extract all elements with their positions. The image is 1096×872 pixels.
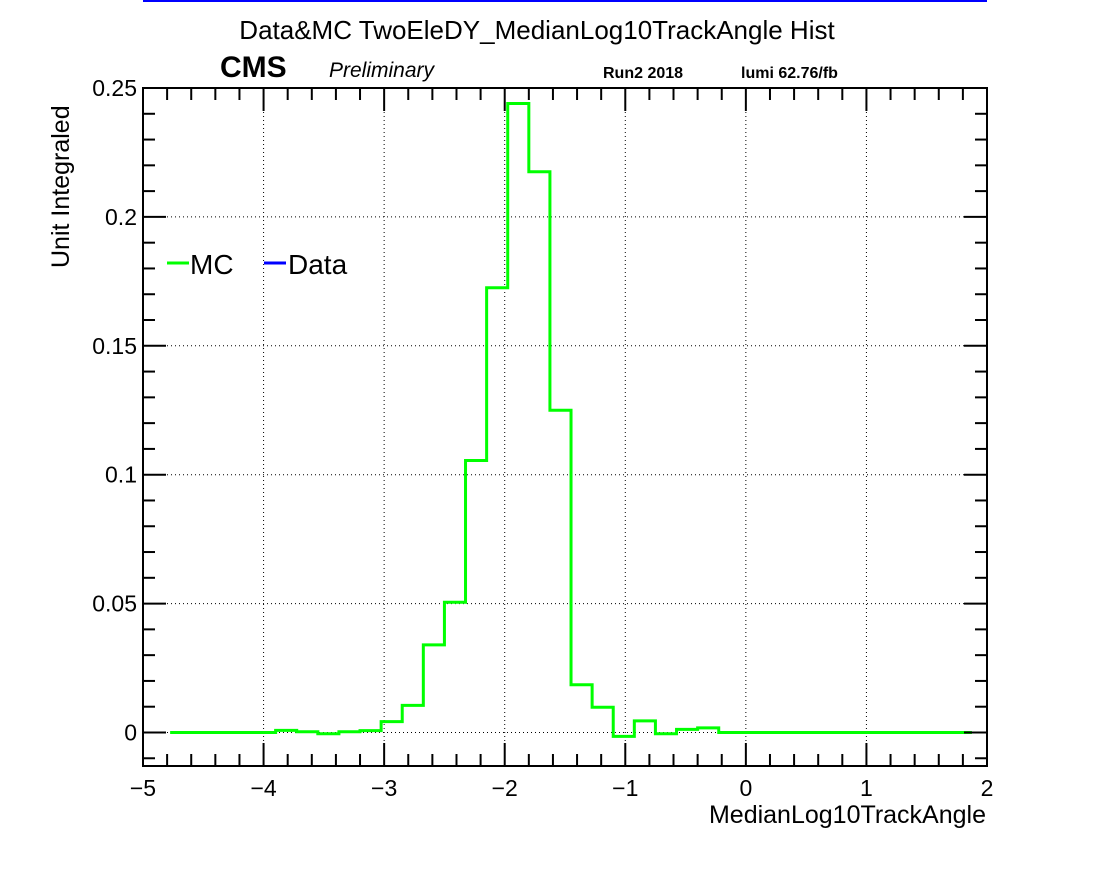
y-tick-label: 0.25	[92, 75, 137, 101]
x-tick-label: −3	[371, 775, 397, 801]
preliminary-label: Preliminary	[329, 59, 436, 82]
x-tick-label: 1	[860, 775, 873, 801]
legend: MC Data	[167, 249, 348, 280]
histogram-layer	[170, 101, 972, 738]
y-tick-label: 0.1	[105, 462, 137, 488]
run-label: Run2 2018	[603, 65, 683, 82]
y-axis-label: Unit Integraled	[47, 105, 75, 268]
chart-title: Data&MC TwoEleDY_MedianLog10TrackAngle H…	[239, 15, 835, 45]
y-tick-label: 0.2	[105, 204, 137, 230]
x-tick-label: −2	[492, 775, 518, 801]
axis-ticks	[142, 87, 988, 766]
series-mc-line	[170, 101, 972, 738]
grid-lines	[143, 87, 987, 766]
legend-mc-label: MC	[190, 249, 234, 280]
axis-tick-labels: −5 −4 −3 −2 −1 0 1 2 0 0.05 0.1 0.15 0.2 0.25	[92, 75, 993, 801]
x-tick-label: −1	[612, 775, 638, 801]
y-tick-label: 0.15	[92, 333, 137, 359]
cms-label: CMS	[220, 51, 287, 84]
y-tick-label: 0.05	[92, 591, 137, 617]
lumi-label: lumi 62.76/fb	[741, 65, 838, 82]
x-tick-label: 2	[981, 775, 994, 801]
x-tick-label: −4	[250, 775, 276, 801]
plot-frame	[142, 87, 988, 767]
x-tick-label: 0	[739, 775, 752, 801]
x-tick-label: −5	[130, 775, 156, 801]
legend-data-label: Data	[288, 249, 348, 280]
y-tick-label: 0	[124, 719, 137, 745]
x-axis-label: MedianLog10TrackAngle	[709, 801, 986, 829]
